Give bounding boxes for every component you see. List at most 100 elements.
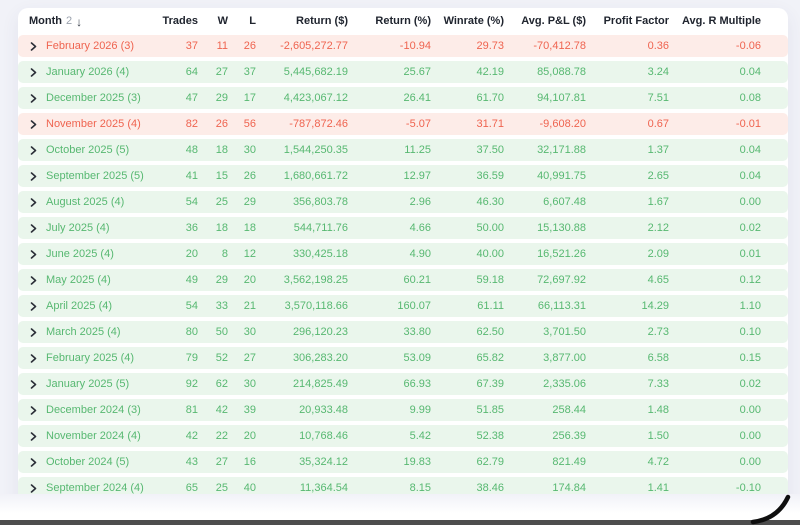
month-cell: April 2025 (4): [18, 300, 160, 312]
month-cell: March 2025 (4): [18, 325, 160, 338]
month-cell: January 2026 (4): [18, 65, 160, 78]
chevron-right-icon[interactable]: [29, 301, 38, 311]
cell-avg-r-multiple: 0.00: [739, 429, 761, 442]
cell-trades: 42: [185, 429, 198, 442]
chevron-right-icon[interactable]: [29, 145, 38, 155]
cell-losses: 20: [243, 273, 256, 286]
chevron-right-icon[interactable]: [29, 457, 38, 467]
cell-losses: 37: [243, 65, 256, 78]
table-row[interactable]: October 2024 (5) 43 27 16 35,324.12 19.8…: [18, 451, 788, 473]
cell-profit-factor: 6.58: [647, 351, 669, 364]
cell-return-usd: 296,120.23: [292, 325, 348, 338]
month-column-header[interactable]: Month 2 ↓: [18, 16, 160, 28]
cell-losses: 27: [243, 351, 256, 364]
cell-trades: 79: [185, 351, 198, 364]
cell-return-pct: -5.07: [405, 117, 431, 130]
table-row[interactable]: February 2026 (3) 37 11 26 -2,605,272.77…: [18, 35, 788, 57]
cell-profit-factor: 4.72: [647, 455, 669, 468]
column-header-wins[interactable]: W: [217, 15, 228, 27]
cell-trades: 64: [185, 65, 198, 78]
cell-avg-r-multiple: 0.12: [739, 273, 761, 286]
chevron-right-icon[interactable]: [29, 483, 38, 493]
column-header-winrate[interactable]: Winrate (%): [443, 15, 504, 27]
column-header-avg-pnl[interactable]: Avg. P&L ($): [521, 15, 586, 27]
chevron-right-icon[interactable]: [29, 431, 38, 441]
cell-avg-r-multiple: 0.15: [739, 351, 761, 364]
table-row[interactable]: February 2025 (4) 79 52 27 306,283.20 53…: [18, 347, 788, 369]
column-header-avg-r-multiple[interactable]: Avg. R Multiple: [681, 15, 761, 27]
month-cell: October 2024 (5): [18, 456, 160, 468]
month-cell: November 2025 (4): [18, 118, 160, 130]
cell-return-pct: 25.67: [403, 65, 431, 78]
chevron-right-icon[interactable]: [29, 327, 38, 337]
chevron-right-icon[interactable]: [29, 275, 38, 285]
table-row[interactable]: January 2026 (4) 64 27 37 5,445,682.19 2…: [18, 61, 788, 83]
table-row[interactable]: December 2025 (3) 47 29 17 4,423,067.12 …: [18, 87, 788, 109]
month-cell: October 2025 (5): [18, 144, 160, 156]
cell-return-usd: 3,562,198.25: [283, 273, 348, 286]
cell-avg-pnl: 40,991.75: [537, 169, 586, 182]
cell-trades: 36: [185, 221, 198, 234]
month-cell: November 2024 (4): [18, 430, 160, 442]
cell-return-usd: 544,711.76: [293, 221, 348, 234]
cell-wins: 26: [215, 117, 228, 130]
cell-winrate: 36.59: [476, 169, 504, 182]
chevron-right-icon[interactable]: [29, 197, 38, 207]
table-row[interactable]: November 2024 (4) 42 22 20 10,768.46 5.4…: [18, 425, 788, 447]
table-row[interactable]: April 2025 (4) 54 33 21 3,570,118.66 160…: [18, 295, 788, 317]
table-row[interactable]: June 2025 (4) 20 8 12 330,425.18 4.90 40…: [18, 243, 788, 265]
table-row[interactable]: December 2024 (3) 81 42 39 20,933.48 9.9…: [18, 399, 788, 421]
cell-return-usd: 1,544,250.35: [283, 143, 348, 156]
cell-trades: 54: [185, 299, 198, 312]
cell-trades: 47: [185, 91, 198, 104]
table-row[interactable]: August 2025 (4) 54 25 29 356,803.78 2.96…: [18, 191, 788, 213]
cell-avg-r-multiple: -0.06: [735, 39, 761, 52]
table-row[interactable]: November 2025 (4) 82 26 56 -787,872.46 -…: [18, 113, 788, 135]
cell-return-pct: 4.66: [409, 221, 431, 234]
cell-losses: 26: [243, 169, 256, 182]
table-row[interactable]: September 2025 (5) 41 15 26 1,680,661.72…: [18, 165, 788, 187]
chevron-right-icon[interactable]: [29, 41, 38, 51]
cell-profit-factor: 1.50: [647, 429, 669, 442]
cell-avg-pnl: 85,088.78: [537, 65, 586, 78]
column-header-trades[interactable]: Trades: [162, 15, 198, 27]
cell-losses: 39: [243, 403, 256, 416]
cell-trades: 20: [185, 247, 198, 260]
chevron-right-icon[interactable]: [29, 353, 38, 363]
cell-losses: 29: [243, 195, 256, 208]
month-label: January 2026 (4): [46, 65, 130, 78]
cell-return-usd: 214,825.49: [292, 377, 348, 390]
cell-return-usd: 35,324.12: [299, 455, 348, 468]
table-row[interactable]: July 2025 (4) 36 18 18 544,711.76 4.66 5…: [18, 217, 788, 239]
cell-winrate: 62.79: [476, 455, 504, 468]
chevron-right-icon[interactable]: [29, 67, 38, 77]
table-row[interactable]: September 2024 (4) 65 25 40 11,364.54 8.…: [18, 477, 788, 499]
chevron-right-icon[interactable]: [29, 405, 38, 415]
column-header-return-pct[interactable]: Return (%): [375, 15, 431, 27]
cell-wins: 18: [215, 221, 228, 234]
chevron-right-icon[interactable]: [29, 223, 38, 233]
table-row[interactable]: October 2025 (5) 48 18 30 1,544,250.35 1…: [18, 139, 788, 161]
column-header-return-usd[interactable]: Return ($): [296, 15, 348, 27]
table-row[interactable]: May 2025 (4) 49 29 20 3,562,198.25 60.21…: [18, 269, 788, 291]
chevron-right-icon[interactable]: [29, 93, 38, 103]
cell-return-pct: 33.80: [403, 325, 431, 338]
cell-avg-r-multiple: 0.02: [739, 221, 761, 234]
chevron-right-icon[interactable]: [29, 249, 38, 259]
chevron-right-icon[interactable]: [29, 119, 38, 129]
cell-winrate: 61.11: [477, 299, 504, 312]
column-header-profit-factor[interactable]: Profit Factor: [603, 15, 669, 27]
cell-return-pct: 66.93: [403, 377, 431, 390]
table-row[interactable]: January 2025 (5) 92 62 30 214,825.49 66.…: [18, 373, 788, 395]
cell-return-usd: 330,425.18: [292, 247, 348, 260]
month-label: September 2025 (5): [46, 169, 144, 182]
cell-winrate: 61.70: [476, 91, 504, 104]
column-header-losses[interactable]: L: [249, 15, 256, 27]
cell-winrate: 67.39: [476, 377, 504, 390]
cell-profit-factor: 2.65: [647, 169, 669, 182]
month-label: March 2025 (4): [46, 325, 121, 338]
chevron-right-icon[interactable]: [29, 171, 38, 181]
table-row[interactable]: March 2025 (4) 80 50 30 296,120.23 33.80…: [18, 321, 788, 343]
chevron-right-icon[interactable]: [29, 379, 38, 389]
cell-return-usd: 4,423,067.12: [283, 91, 348, 104]
